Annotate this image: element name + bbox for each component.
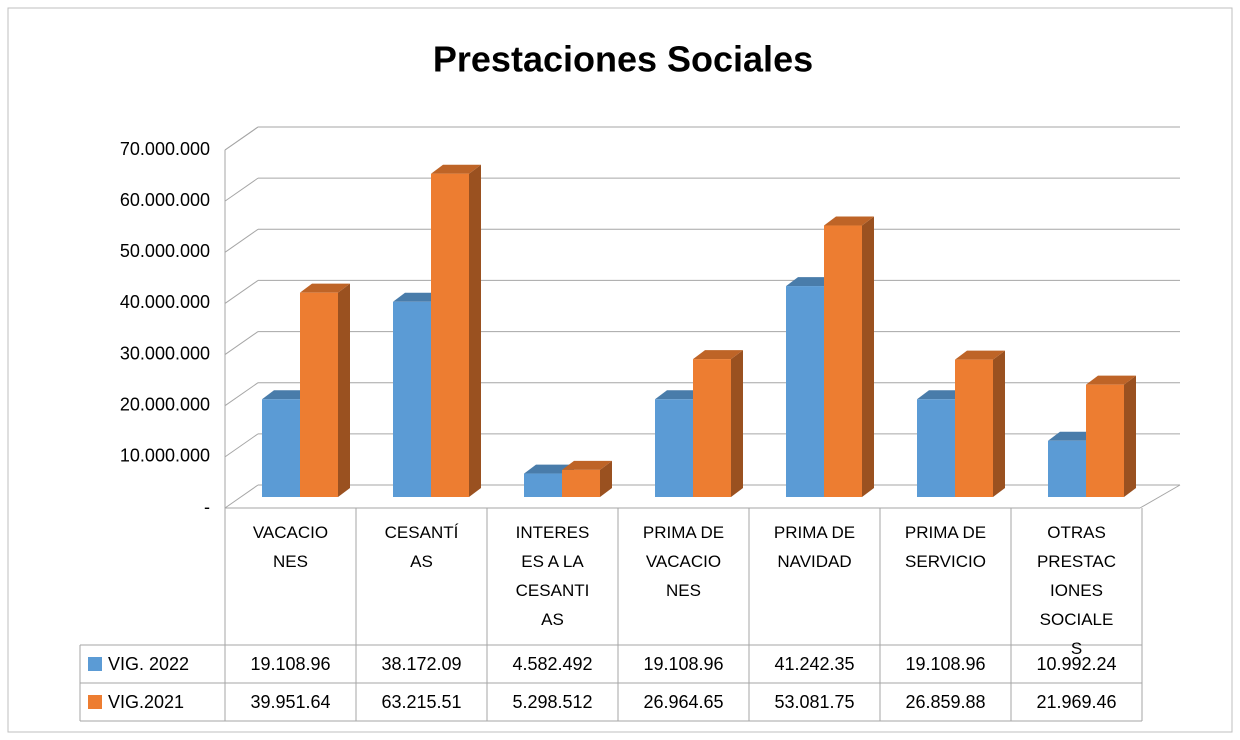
table-value-cell: 21.969.46 bbox=[1036, 692, 1117, 712]
bar-front bbox=[693, 359, 731, 497]
grid-line bbox=[224, 484, 259, 509]
legend-label: VIG.2021 bbox=[108, 692, 184, 712]
legend-key bbox=[88, 657, 102, 671]
bar-top bbox=[824, 216, 874, 226]
table-value-cell: 4.582.492 bbox=[512, 654, 593, 674]
grid-line bbox=[224, 331, 259, 355]
table-header-cell: INTERESES A LA CESANTIAS bbox=[487, 508, 618, 645]
table-value-cell: 19.108.96 bbox=[250, 654, 331, 674]
bar bbox=[562, 460, 612, 497]
bar-front bbox=[262, 399, 300, 497]
bar-front bbox=[431, 173, 469, 497]
table-value-cell: 5.298.512 bbox=[512, 692, 593, 712]
table-header-cell: PRIMA DE VACACIONES bbox=[618, 508, 749, 645]
bar bbox=[955, 350, 1005, 497]
chart-frame bbox=[7, 7, 1233, 733]
bar-top bbox=[262, 390, 312, 400]
bar-front bbox=[300, 292, 338, 497]
grid-line bbox=[224, 228, 259, 253]
bar-side bbox=[731, 350, 743, 497]
bar-side bbox=[469, 164, 481, 497]
category-label: PRIMA DE VACACIONES bbox=[642, 523, 725, 600]
y-tick-label: 50.000.000 bbox=[120, 241, 210, 261]
bar-front bbox=[824, 225, 862, 497]
bar-top bbox=[1086, 375, 1136, 385]
table-value-cell: 19.108.96 bbox=[905, 654, 986, 674]
table-value-cell: 26.859.88 bbox=[905, 692, 986, 712]
table-value-cell: 38.172.09 bbox=[381, 654, 462, 674]
category-label: PRIMA DE SERVICIO bbox=[904, 523, 987, 571]
legend-label: VIG. 2022 bbox=[108, 654, 189, 674]
grid-line bbox=[224, 280, 259, 304]
bar-side bbox=[338, 283, 350, 497]
category-label: OTRAS PRESTACIONES SOCIALES bbox=[1036, 523, 1117, 658]
bar-top bbox=[655, 390, 705, 400]
category-label: INTERESES A LA CESANTIAS bbox=[515, 523, 590, 629]
bar-top bbox=[955, 350, 1005, 360]
table-value-cell: 10.992.24 bbox=[1036, 654, 1117, 674]
table-header-cell: CESANTÍAS bbox=[356, 508, 487, 645]
table-header-cell: PRIMA DE SERVICIO bbox=[880, 508, 1011, 645]
grid-line bbox=[224, 126, 259, 151]
grid-line bbox=[224, 177, 259, 202]
grid-line bbox=[224, 382, 259, 407]
bar-side bbox=[993, 350, 1005, 497]
y-tick-label: 60.000.000 bbox=[120, 190, 210, 210]
y-tick-label: - bbox=[204, 497, 210, 517]
bar-top bbox=[524, 464, 574, 474]
table-header-cell: VACACIONES bbox=[225, 508, 356, 645]
legend-key bbox=[88, 695, 102, 709]
bar-top bbox=[393, 292, 443, 302]
bar bbox=[1086, 375, 1136, 497]
category-label: PRIMA DE NAVIDAD bbox=[773, 523, 856, 571]
bar-front bbox=[393, 301, 431, 497]
table-value-cell: 53.081.75 bbox=[774, 692, 855, 712]
bar-side bbox=[862, 216, 874, 497]
bar-top bbox=[917, 390, 967, 400]
grid-line bbox=[224, 433, 259, 458]
bar-front bbox=[955, 359, 993, 497]
floor-edge bbox=[1139, 484, 1181, 509]
y-tick-label: 40.000.000 bbox=[120, 292, 210, 312]
y-tick-label: 70.000.000 bbox=[120, 139, 210, 159]
chart-title: Prestaciones Sociales bbox=[433, 39, 813, 80]
bar-side bbox=[600, 460, 612, 497]
bar bbox=[431, 164, 481, 497]
bar-front bbox=[917, 399, 955, 497]
bar-front bbox=[524, 473, 562, 497]
bar-top bbox=[786, 277, 836, 287]
bar bbox=[824, 216, 874, 497]
y-tick-label: 30.000.000 bbox=[120, 343, 210, 363]
bar-front bbox=[1048, 440, 1086, 497]
table-value-cell: 41.242.35 bbox=[774, 654, 855, 674]
bar bbox=[693, 350, 743, 497]
table-header-cell: OTRAS PRESTACIONES SOCIALES bbox=[1011, 508, 1142, 658]
category-label: CESANTÍAS bbox=[384, 523, 459, 571]
bar bbox=[300, 283, 350, 497]
y-tick-label: 20.000.000 bbox=[120, 394, 210, 414]
bar-side bbox=[1124, 375, 1136, 497]
bar-front bbox=[1086, 384, 1124, 497]
bar-top bbox=[300, 283, 350, 293]
bar-top bbox=[693, 350, 743, 360]
bar-front bbox=[786, 286, 824, 497]
table-value-cell: 19.108.96 bbox=[643, 654, 724, 674]
table-header-cell: PRIMA DE NAVIDAD bbox=[749, 508, 880, 645]
bar-top bbox=[562, 460, 612, 470]
table-value-cell: 63.215.51 bbox=[381, 692, 462, 712]
bar-top bbox=[1048, 431, 1098, 441]
bar-front bbox=[655, 399, 693, 497]
bar-front bbox=[562, 469, 600, 497]
bar-top bbox=[431, 164, 481, 174]
category-label: VACACIONES bbox=[252, 523, 329, 571]
y-tick-label: 10.000.000 bbox=[120, 446, 210, 466]
table-value-cell: 39.951.64 bbox=[250, 692, 331, 712]
table-value-cell: 26.964.65 bbox=[643, 692, 724, 712]
